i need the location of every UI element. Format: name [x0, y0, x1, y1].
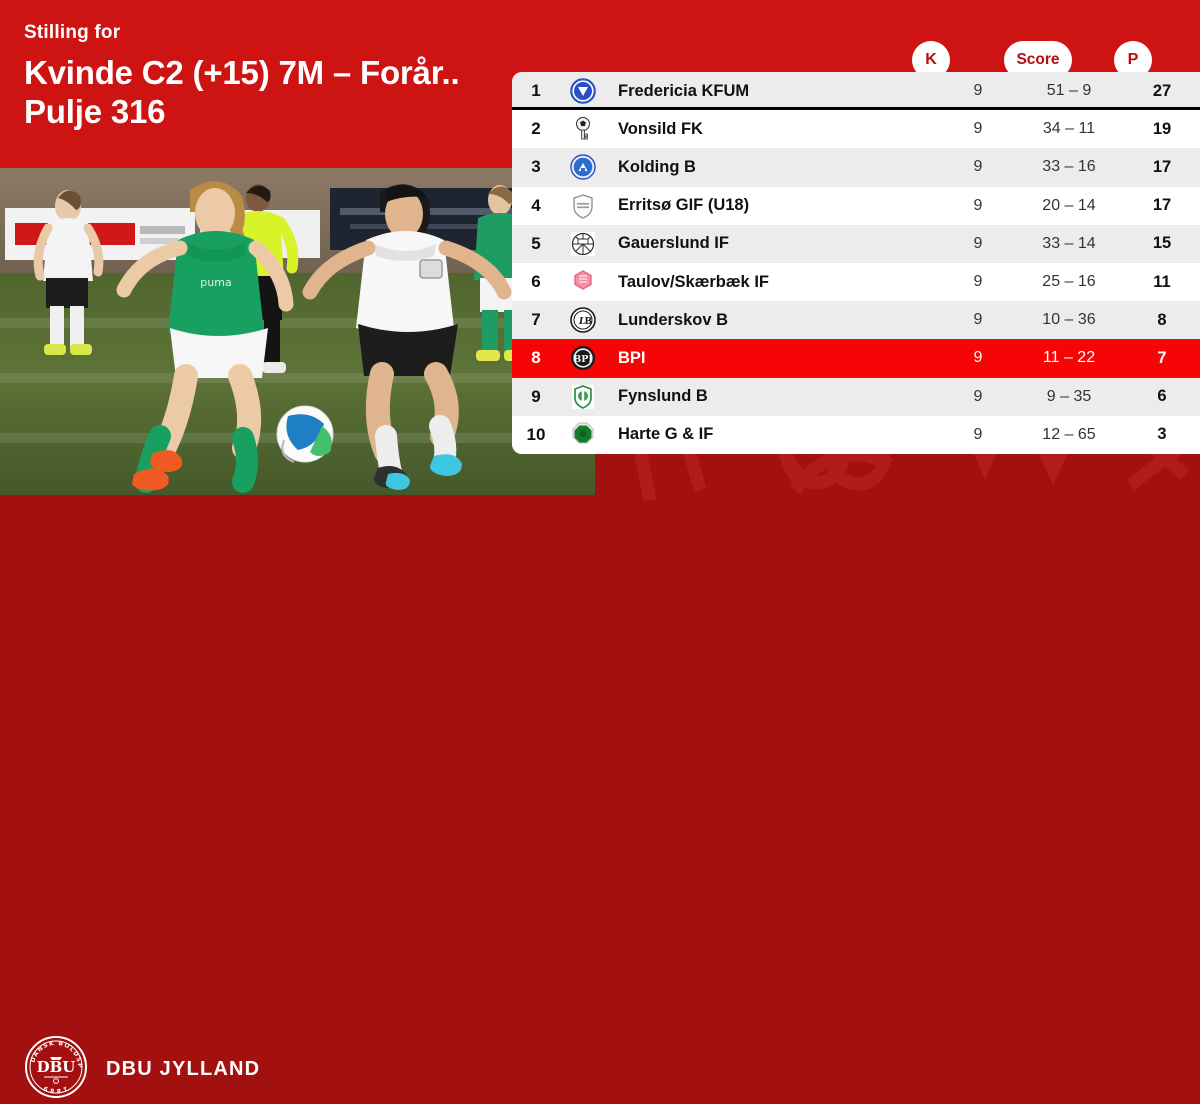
organization-name: DBU JYLLAND — [106, 1058, 261, 1080]
row-score: 51 – 9 — [1046, 82, 1092, 100]
row-team: Erritsø GIF (U18) — [618, 196, 750, 215]
svg-text:BPI: BPI — [573, 354, 593, 365]
table-row[interactable]: 5 Gauerslund IF 9 33 – 14 15 — [512, 224, 1200, 263]
standings-table: 1 Fredericia KFUM 9 51 – 9 27 2 Vonsild … — [512, 72, 1200, 454]
row-k: 9 — [973, 120, 983, 138]
table-row[interactable]: 4 Erritsø GIF (U18) 9 20 – 14 17 — [512, 186, 1200, 225]
row-team: Vonsild FK — [618, 119, 703, 138]
row-score: 12 – 65 — [1042, 425, 1096, 443]
row-points: 27 — [1152, 81, 1172, 100]
taulov-skaerbaek-if-logo — [560, 269, 606, 295]
row-k: 9 — [973, 234, 983, 252]
match-photo: puma — [0, 168, 595, 495]
row-rank: 6 — [531, 272, 541, 292]
harte-g-if-logo — [560, 422, 606, 448]
table-row[interactable]: 2 Vonsild FK 9 34 – 11 19 — [512, 110, 1200, 149]
row-k: 9 — [973, 425, 983, 443]
row-points: 17 — [1152, 196, 1172, 215]
page-title-line2: Pulje 316 — [24, 93, 166, 131]
kolding-b-logo — [560, 154, 606, 181]
header-text-block: Stilling for Kvinde C2 (+15) 7M – Forår.… — [24, 22, 494, 132]
svg-text:puma: puma — [200, 276, 231, 289]
row-points: 8 — [1157, 310, 1167, 329]
footer: DANSK BOLDSPIL UNION 1889 DBU DBU JYLLAN… — [0, 495, 1200, 1098]
row-rank: 4 — [531, 195, 541, 215]
table-row[interactable]: 1 Fredericia KFUM 9 51 – 9 27 — [512, 72, 1200, 111]
fynslund-b-logo — [560, 384, 606, 410]
page-title-line1: Kvinde C2 (+15) 7M – Forår.. — [24, 53, 460, 91]
row-score: 9 – 35 — [1046, 387, 1092, 405]
row-points: 19 — [1152, 119, 1172, 138]
row-score: 25 – 16 — [1042, 273, 1096, 291]
erritso-gif-logo — [560, 193, 606, 219]
row-rank: 9 — [531, 386, 541, 406]
row-rank: 2 — [531, 119, 541, 139]
row-k: 9 — [973, 82, 983, 100]
row-score: 33 – 14 — [1042, 234, 1096, 252]
row-team: Harte G & IF — [618, 425, 714, 444]
row-k: 9 — [973, 349, 983, 367]
row-k: 9 — [973, 311, 983, 329]
dbu-seal-logo: DANSK BOLDSPIL UNION 1889 DBU — [21, 1030, 88, 1099]
svg-text:B: B — [585, 317, 593, 327]
table-row[interactable]: 10 Harte G & IF 9 12 – 65 3 — [512, 415, 1200, 454]
row-k: 9 — [973, 196, 983, 214]
row-score: 20 – 14 — [1042, 196, 1096, 214]
row-team: Fynslund B — [618, 387, 708, 406]
fredericia-kfum-logo — [560, 78, 606, 104]
row-points: 3 — [1157, 425, 1167, 444]
row-rank: 5 — [531, 233, 541, 253]
row-team: Kolding B — [618, 157, 696, 176]
row-rank: 1 — [531, 81, 541, 101]
row-rank: 3 — [531, 157, 541, 177]
vonsild-fk-logo — [560, 116, 606, 142]
row-rank: 8 — [531, 348, 541, 368]
row-points: 7 — [1157, 348, 1167, 367]
row-k: 9 — [973, 273, 983, 291]
row-points: 15 — [1152, 234, 1172, 253]
row-score: 10 – 36 — [1042, 311, 1096, 329]
row-score: 34 – 11 — [1042, 120, 1096, 138]
row-team: Fredericia KFUM — [618, 81, 750, 100]
row-team: Gauerslund IF — [618, 234, 729, 253]
row-k: 9 — [973, 387, 983, 405]
row-rank: 10 — [526, 424, 546, 444]
bpi-logo: BPI — [560, 345, 606, 371]
row-score: 33 – 16 — [1042, 158, 1096, 176]
row-team: BPI — [618, 348, 646, 367]
row-rank: 7 — [531, 310, 541, 330]
row-k: 9 — [973, 158, 983, 176]
row-points: 11 — [1153, 272, 1171, 291]
svg-text:DBU: DBU — [37, 1058, 76, 1076]
table-row-highlighted[interactable]: 8 BPI BPI 9 11 – 22 7 — [512, 339, 1200, 378]
row-team: Lunderskov B — [618, 310, 729, 329]
row-points: 6 — [1157, 387, 1167, 406]
table-row[interactable]: 6 Taulov/Skærbæk IF 9 25 – 16 11 — [512, 262, 1200, 302]
row-points: 17 — [1152, 157, 1172, 176]
row-team: Taulov/Skærbæk IF — [618, 272, 769, 291]
svg-text:L: L — [578, 317, 585, 327]
row-score: 11 – 22 — [1042, 349, 1096, 367]
gauerslund-if-logo — [560, 231, 606, 257]
header-kicker: Stilling for — [24, 22, 121, 43]
table-row[interactable]: 9 Fynslund B 9 9 – 35 6 — [512, 377, 1200, 416]
table-row[interactable]: 3 Kolding B 9 33 – 16 17 — [512, 148, 1200, 187]
